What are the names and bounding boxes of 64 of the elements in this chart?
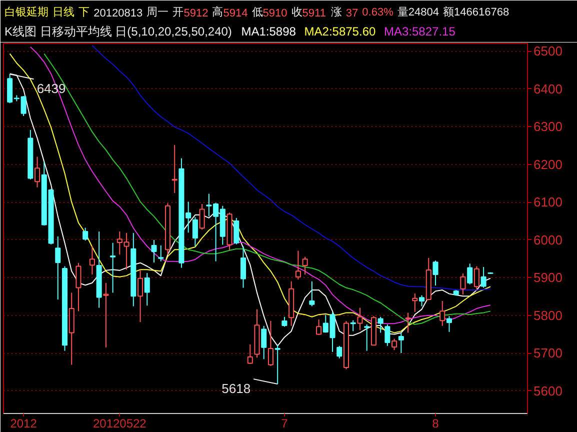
candlestick bbox=[309, 280, 315, 307]
x-tick-label: 8 bbox=[432, 416, 440, 430]
candlestick bbox=[467, 263, 473, 285]
candlestick bbox=[76, 262, 82, 312]
candlestick bbox=[151, 239, 157, 263]
candlestick bbox=[474, 266, 480, 290]
candlestick bbox=[419, 294, 425, 307]
candlestick bbox=[199, 203, 205, 230]
y-tick-label: 6300 bbox=[534, 119, 562, 134]
candlestick bbox=[357, 307, 363, 331]
y-tick-label: 5800 bbox=[534, 308, 562, 323]
x-tick-label: 2012 bbox=[10, 416, 38, 430]
candlestick bbox=[316, 318, 322, 336]
candlestick bbox=[192, 216, 198, 247]
candlestick bbox=[440, 300, 446, 326]
candlestick bbox=[398, 332, 404, 354]
y-tick-label: 6500 bbox=[534, 44, 562, 59]
candlestick bbox=[144, 272, 150, 306]
candlestick bbox=[302, 256, 308, 276]
candlestick bbox=[89, 246, 95, 276]
annotation: 5618 bbox=[222, 381, 251, 396]
candlestick bbox=[282, 316, 288, 328]
y-tick-label: 6000 bbox=[534, 232, 562, 248]
candlestick bbox=[412, 292, 418, 312]
candlestick bbox=[295, 250, 301, 280]
x-tick-label: 7 bbox=[281, 416, 288, 430]
chart-subtitle: K线图 日移动平均线 日(5,10,20,25,50,240) bbox=[4, 24, 232, 38]
candlestick bbox=[384, 324, 390, 346]
candlestick bbox=[158, 244, 164, 262]
text: MA3:5827.15 bbox=[384, 24, 456, 38]
y-tick-label: 6100 bbox=[534, 194, 562, 210]
y-tick-label: 5900 bbox=[534, 270, 562, 286]
candlestick bbox=[34, 156, 40, 188]
candlestick bbox=[460, 272, 466, 296]
text: MA1:5898 bbox=[241, 24, 296, 38]
x-tick-label: 20120522 bbox=[92, 416, 147, 430]
candlestick bbox=[103, 282, 109, 348]
candlestick bbox=[261, 325, 267, 360]
candlestick bbox=[247, 344, 253, 365]
candlestick bbox=[274, 344, 280, 385]
candlestick bbox=[480, 266, 486, 288]
y-tick-label: 5700 bbox=[534, 346, 562, 361]
y-tick-label: 6200 bbox=[534, 156, 562, 172]
candlestick bbox=[378, 316, 384, 334]
candlestick bbox=[110, 242, 116, 294]
candlestick bbox=[138, 269, 144, 323]
text: MA2:5875.60 bbox=[304, 24, 376, 38]
candlestick bbox=[55, 236, 61, 300]
candlestick bbox=[432, 260, 438, 286]
candlestick bbox=[234, 217, 240, 245]
candlestick bbox=[336, 345, 342, 359]
candlestick bbox=[350, 320, 356, 332]
candlestick bbox=[268, 320, 274, 366]
candlestick bbox=[364, 324, 370, 352]
chart-title: 白银延期 日线 下 20120813 周一 开5912 高5914 低5910 收5911 涨 37 0.63% 量24804 额146616768 bbox=[4, 6, 510, 20]
candlestick bbox=[172, 144, 178, 194]
line-series bbox=[92, 44, 491, 291]
y-tick-label: 6400 bbox=[534, 81, 562, 96]
candlestick bbox=[405, 312, 411, 334]
candlestick bbox=[446, 316, 452, 332]
candlestick bbox=[392, 338, 398, 351]
candlestick bbox=[82, 227, 88, 242]
y-tick-label: 5600 bbox=[534, 383, 562, 398]
candlestick bbox=[240, 246, 246, 288]
